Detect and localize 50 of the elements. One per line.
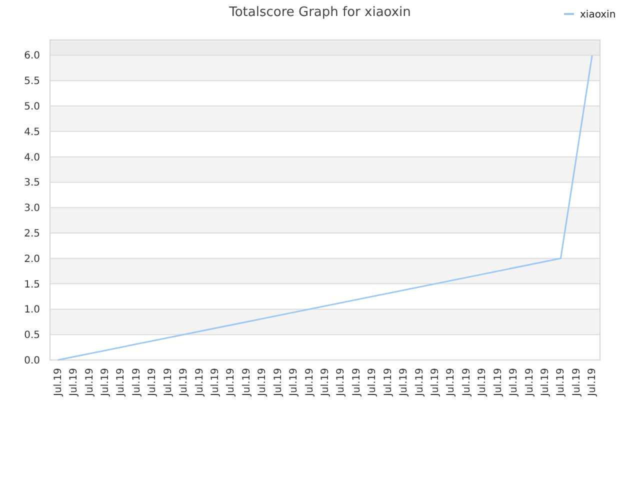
x-tick-label: Jul.19 bbox=[336, 368, 347, 397]
y-tick-label: 2.0 bbox=[24, 254, 40, 265]
x-tick-label: Jul.19 bbox=[226, 368, 237, 397]
x-tick-label: Jul.19 bbox=[194, 368, 206, 397]
x-tick-label: Jul.19 bbox=[241, 368, 252, 397]
x-tick-label: Jul.19 bbox=[162, 368, 174, 397]
x-tick-label: Jul.19 bbox=[430, 368, 441, 397]
x-tick-label: Jul.19 bbox=[304, 368, 316, 397]
x-tick-label: Jul.19 bbox=[147, 368, 158, 397]
x-tick-label: Jul.19 bbox=[556, 368, 567, 397]
y-tick-label: 1.5 bbox=[24, 279, 40, 290]
x-tick-label: Jul.19 bbox=[524, 368, 536, 397]
x-tick-label: Jul.19 bbox=[100, 368, 111, 397]
y-tick-label: 2.5 bbox=[24, 228, 40, 240]
x-tick-label: Jul.19 bbox=[131, 368, 142, 397]
x-tick-label: Jul.19 bbox=[210, 368, 221, 397]
y-tick-label: 4.0 bbox=[24, 152, 40, 164]
x-tick-label: Jul.19 bbox=[288, 368, 300, 397]
y-tick-label: 6.0 bbox=[24, 50, 40, 62]
y-tick-label: 3.0 bbox=[24, 203, 40, 214]
y-tick-label: 4.5 bbox=[24, 126, 40, 138]
x-tick-label: Jul.19 bbox=[382, 368, 394, 397]
x-tick-label: Jul.19 bbox=[446, 368, 457, 397]
x-tick-label: Jul.19 bbox=[320, 368, 331, 397]
x-tick-label: Jul.19 bbox=[398, 368, 410, 397]
x-tick-label: Jul.19 bbox=[508, 368, 520, 397]
chart-title: Totalscore Graph for xiaoxin bbox=[228, 5, 411, 20]
x-tick-label: Jul.19 bbox=[367, 368, 378, 397]
x-tick-label: Jul.19 bbox=[571, 368, 582, 397]
y-tick-label: 0.5 bbox=[24, 330, 40, 342]
y-tick-label: 0.0 bbox=[24, 356, 40, 366]
x-tick-label: Jul.19 bbox=[477, 368, 488, 397]
y-tick-label: 5.5 bbox=[24, 76, 40, 88]
x-tick-label: Jul.19 bbox=[84, 368, 96, 397]
x-tick-label: Jul.19 bbox=[68, 368, 80, 397]
y-tick-label: 3.5 bbox=[24, 178, 40, 189]
x-tick-label: Jul.19 bbox=[257, 368, 268, 397]
x-tick-label: Jul.19 bbox=[461, 368, 472, 397]
x-tick-label: Jul.19 bbox=[272, 368, 284, 397]
x-tick-label: Jul.19 bbox=[52, 368, 64, 397]
legend-label: xiaoxin bbox=[580, 10, 616, 20]
x-tick-label: Jul.19 bbox=[178, 368, 190, 397]
y-tick-label: 5.0 bbox=[24, 102, 40, 113]
x-tick-label: Jul.19 bbox=[540, 368, 551, 397]
x-tick-label: Jul.19 bbox=[414, 368, 426, 397]
y-tick-label: 1.0 bbox=[24, 304, 40, 316]
x-tick-label: Jul.19 bbox=[492, 368, 504, 397]
x-tick-label: Jul.19 bbox=[587, 368, 598, 397]
x-tick-label: Jul.19 bbox=[351, 368, 362, 397]
x-tick-label: Jul.19 bbox=[116, 368, 127, 397]
